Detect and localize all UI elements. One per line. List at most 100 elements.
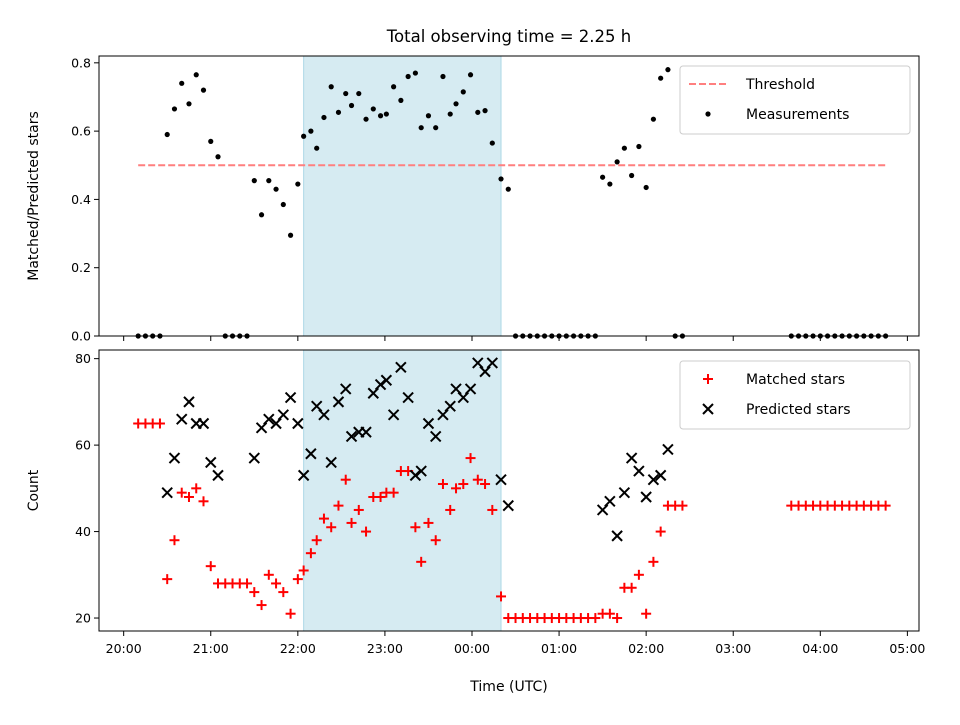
predicted-point xyxy=(464,383,477,395)
measurement-point xyxy=(301,133,307,139)
predicted-point xyxy=(277,409,290,421)
matched-point xyxy=(285,608,296,619)
x-b xyxy=(387,409,400,421)
x-b xyxy=(168,452,181,464)
measurement-point xyxy=(328,84,334,90)
matched-point xyxy=(318,513,329,524)
matched-point xyxy=(333,500,344,511)
matched-point xyxy=(154,418,165,429)
x-b xyxy=(332,396,345,408)
measurement-point xyxy=(398,97,404,103)
predicted-point xyxy=(345,430,358,443)
legend-box xyxy=(679,65,911,135)
predicted-point xyxy=(402,391,414,404)
predicted-point xyxy=(292,417,304,430)
predicted-point xyxy=(618,486,631,499)
measurement-point xyxy=(650,116,657,122)
x-b xyxy=(611,530,623,542)
matched-point xyxy=(326,522,337,533)
y-tick-label: 0.2 xyxy=(71,260,91,275)
matched-point xyxy=(205,561,216,572)
matched-point xyxy=(487,504,498,515)
count-legend: Matched stars Predicted stars xyxy=(679,360,911,430)
measurement-point xyxy=(171,106,178,112)
legend-matched-swatch xyxy=(703,374,713,384)
measurement-point xyxy=(308,128,314,134)
x-b xyxy=(625,452,638,464)
legend-predicted-swatch xyxy=(702,403,714,415)
x-b xyxy=(633,465,645,477)
measurement-point xyxy=(258,212,265,218)
ratio-y-axis-label: Matched/Predicted stars xyxy=(26,111,42,281)
x-axis-label: Time (UTC) xyxy=(469,679,547,695)
measurement-point xyxy=(621,145,627,151)
matched-point xyxy=(242,578,253,589)
predicted-point xyxy=(486,357,499,369)
x-b xyxy=(318,409,330,421)
predicted-point xyxy=(611,530,623,542)
measurement-point xyxy=(418,125,424,131)
measurement-point xyxy=(287,232,294,238)
y-tick-label: 40 xyxy=(75,524,91,539)
x-b xyxy=(618,486,631,499)
count-panel: 20 40 60 80 20:00 21:00 22:00 23:00 00:00 01:00 0… xyxy=(26,349,925,695)
x-b xyxy=(654,469,667,482)
matched-point xyxy=(346,517,357,528)
measurement-point xyxy=(370,106,376,112)
predicted-point xyxy=(197,417,210,430)
measurement-point xyxy=(636,143,642,150)
predicted-point xyxy=(633,465,645,477)
x-b xyxy=(495,473,507,486)
observing-window-shade xyxy=(303,349,502,632)
x-b xyxy=(212,469,224,482)
x-b xyxy=(422,417,435,430)
predicted-point xyxy=(212,469,224,482)
x-b xyxy=(277,409,290,421)
matched-point xyxy=(353,504,364,515)
shade-rect xyxy=(303,55,502,337)
matched-point xyxy=(604,608,615,619)
x-b xyxy=(604,495,616,508)
measurement-point xyxy=(273,186,279,192)
x-b xyxy=(340,383,352,395)
measurement-point xyxy=(348,102,355,109)
x-b xyxy=(374,378,387,391)
measurement-point xyxy=(482,108,488,114)
measurement-point xyxy=(215,154,221,160)
measurement-point xyxy=(251,178,257,184)
matched-point xyxy=(430,535,441,546)
chart-title: Total observing time = 2.25 h xyxy=(386,27,631,46)
measurement-point xyxy=(489,140,495,146)
x-tick-label: 02:00 xyxy=(628,641,664,656)
predicted-point xyxy=(444,400,456,412)
matched-point xyxy=(626,582,637,593)
measurement-point xyxy=(356,90,362,97)
predicted-point xyxy=(263,413,275,425)
measurement-point xyxy=(405,73,411,80)
matched-point xyxy=(263,569,274,580)
x-b xyxy=(183,396,195,408)
predicted-point xyxy=(395,361,407,373)
y-tick-label: 80 xyxy=(75,351,91,366)
ratio-panel: 0.0 0.2 0.4 0.6 0.8 Total observing time = 2… xyxy=(26,27,920,344)
x-b xyxy=(310,400,323,412)
x-b xyxy=(444,400,456,412)
predicted-point xyxy=(409,469,422,482)
predicted-point xyxy=(647,473,660,486)
matched-point xyxy=(361,526,372,537)
matched-point xyxy=(633,569,644,580)
matched-point xyxy=(677,500,688,511)
count-points xyxy=(133,357,891,624)
x-b xyxy=(662,443,674,456)
measurement-point xyxy=(475,109,481,115)
predicted-point xyxy=(374,378,387,391)
measurement-point xyxy=(440,73,446,80)
x-tick-label: 20:00 xyxy=(106,641,142,656)
measurement-point xyxy=(383,111,389,117)
predicted-point xyxy=(332,396,345,408)
predicted-point xyxy=(604,495,616,508)
count-x-ticks: 20:00 21:00 22:00 23:00 00:00 01:00 02:00 03:00… xyxy=(106,631,925,656)
measurement-point xyxy=(433,125,439,131)
x-b xyxy=(161,486,173,499)
